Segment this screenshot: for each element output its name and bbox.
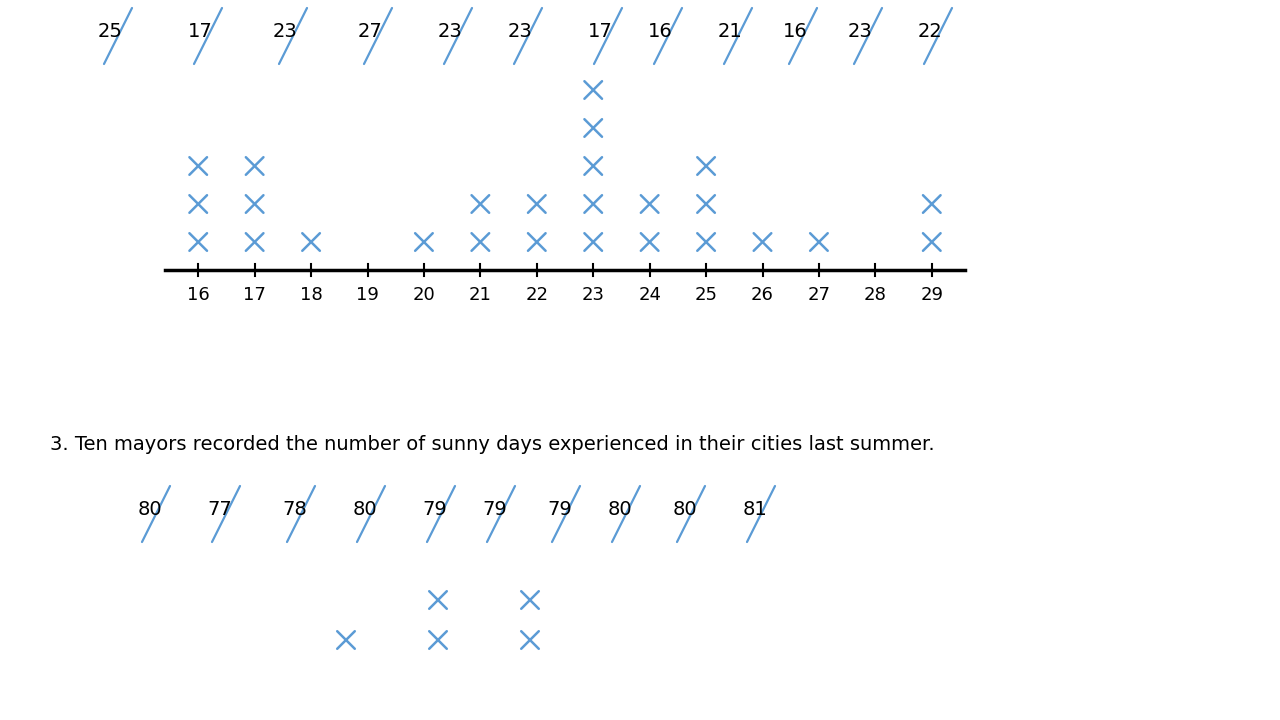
Text: 3. Ten mayors recorded the number of sunny days experienced in their cities last: 3. Ten mayors recorded the number of sun… <box>50 435 934 454</box>
Text: 26: 26 <box>751 286 774 304</box>
Text: 22: 22 <box>525 286 548 304</box>
Text: 77: 77 <box>207 500 233 519</box>
Text: 79: 79 <box>422 500 448 519</box>
Text: 80: 80 <box>673 500 698 519</box>
Text: 17: 17 <box>188 22 212 41</box>
Text: 27: 27 <box>808 286 831 304</box>
Text: 21: 21 <box>718 22 742 41</box>
Text: 28: 28 <box>864 286 887 304</box>
Text: 23: 23 <box>847 22 873 41</box>
Text: 79: 79 <box>548 500 572 519</box>
Text: 23: 23 <box>581 286 604 304</box>
Text: 22: 22 <box>918 22 942 41</box>
Text: 19: 19 <box>356 286 379 304</box>
Text: 17: 17 <box>243 286 266 304</box>
Text: 20: 20 <box>412 286 435 304</box>
Text: 80: 80 <box>608 500 632 519</box>
Text: 23: 23 <box>273 22 297 41</box>
Text: 17: 17 <box>588 22 612 41</box>
Text: 27: 27 <box>357 22 383 41</box>
Text: 80: 80 <box>353 500 378 519</box>
Text: 79: 79 <box>483 500 507 519</box>
Text: 16: 16 <box>782 22 808 41</box>
Text: 16: 16 <box>648 22 672 41</box>
Text: 25: 25 <box>695 286 718 304</box>
Text: 18: 18 <box>300 286 323 304</box>
Text: 80: 80 <box>138 500 163 519</box>
Text: 78: 78 <box>283 500 307 519</box>
Text: 81: 81 <box>742 500 768 519</box>
Text: 24: 24 <box>639 286 662 304</box>
Text: 23: 23 <box>508 22 532 41</box>
Text: 16: 16 <box>187 286 210 304</box>
Text: 23: 23 <box>438 22 462 41</box>
Text: 29: 29 <box>920 286 943 304</box>
Text: 21: 21 <box>468 286 492 304</box>
Text: 25: 25 <box>97 22 123 41</box>
